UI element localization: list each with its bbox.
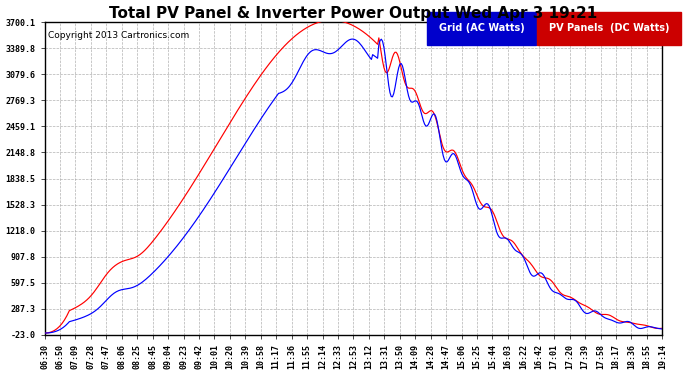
Text: PV Panels  (DC Watts): PV Panels (DC Watts) [549, 23, 669, 33]
Title: Total PV Panel & Inverter Power Output Wed Apr 3 19:21: Total PV Panel & Inverter Power Output W… [109, 6, 598, 21]
Text: Copyright 2013 Cartronics.com: Copyright 2013 Cartronics.com [48, 31, 189, 40]
Text: Grid (AC Watts): Grid (AC Watts) [439, 23, 524, 33]
